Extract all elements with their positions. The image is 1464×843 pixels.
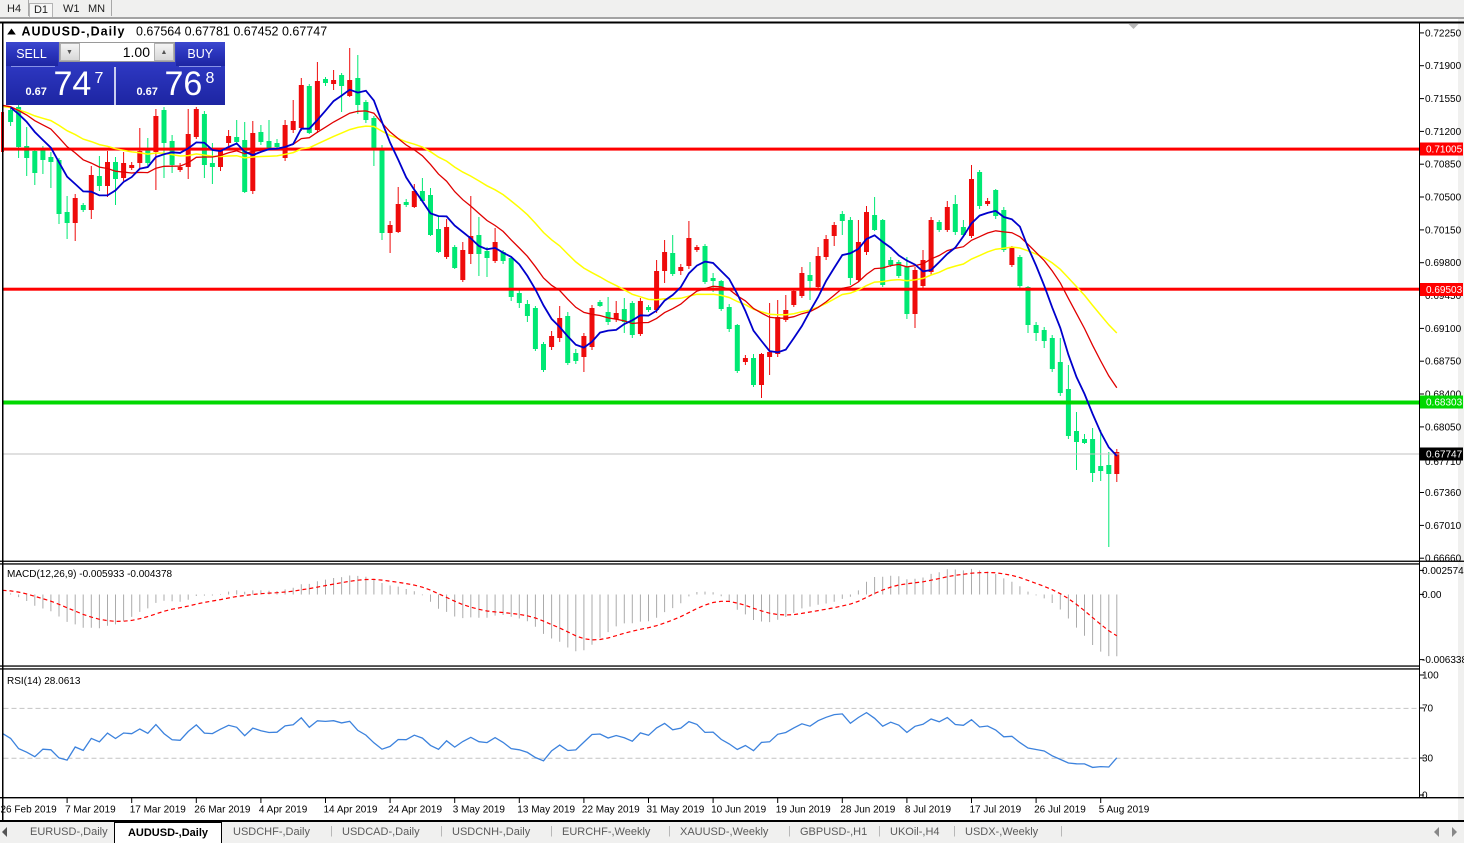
svg-text:-0.006338: -0.006338: [1422, 655, 1464, 666]
svg-text:26 Jul 2019: 26 Jul 2019: [1034, 805, 1086, 816]
svg-text:0.68303: 0.68303: [1426, 398, 1463, 409]
svg-text:0.68050: 0.68050: [1425, 422, 1462, 433]
svg-text:30: 30: [1422, 754, 1434, 765]
svg-text:3 May 2019: 3 May 2019: [453, 805, 506, 816]
svg-text:0.71550: 0.71550: [1425, 94, 1462, 105]
svg-text:0.67747: 0.67747: [1426, 450, 1463, 461]
svg-text:14 Apr 2019: 14 Apr 2019: [324, 805, 378, 816]
svg-text:17 Mar 2019: 17 Mar 2019: [130, 805, 187, 816]
svg-text:10 Jun 2019: 10 Jun 2019: [711, 805, 766, 816]
svg-text:0.66660: 0.66660: [1425, 554, 1462, 565]
svg-text:26 Feb 2019: 26 Feb 2019: [1, 805, 58, 816]
svg-text:0.71005: 0.71005: [1426, 145, 1463, 156]
svg-text:0.69100: 0.69100: [1425, 324, 1462, 335]
svg-text:7 Mar 2019: 7 Mar 2019: [65, 805, 116, 816]
svg-text:0.68750: 0.68750: [1425, 357, 1462, 368]
svg-text:0.72250: 0.72250: [1425, 28, 1462, 39]
svg-text:100: 100: [1422, 671, 1439, 682]
svg-text:RSI(14) 28.0613: RSI(14) 28.0613: [7, 676, 81, 687]
svg-text:13 May 2019: 13 May 2019: [517, 805, 575, 816]
svg-text:8 Jul 2019: 8 Jul 2019: [905, 805, 952, 816]
svg-text:22 May 2019: 22 May 2019: [582, 805, 640, 816]
svg-text:0.67010: 0.67010: [1425, 521, 1462, 532]
svg-text:26 Mar 2019: 26 Mar 2019: [194, 805, 251, 816]
svg-text:0.68400: 0.68400: [1425, 390, 1462, 401]
svg-text:0.70150: 0.70150: [1425, 225, 1462, 236]
svg-text:28 Jun 2019: 28 Jun 2019: [840, 805, 895, 816]
svg-text:0.00: 0.00: [1422, 590, 1442, 601]
svg-text:31 May 2019: 31 May 2019: [647, 805, 705, 816]
svg-text:0.69800: 0.69800: [1425, 258, 1462, 269]
svg-text:0.002574: 0.002574: [1422, 566, 1464, 577]
svg-text:70: 70: [1422, 704, 1434, 715]
svg-text:0.70500: 0.70500: [1425, 193, 1462, 204]
svg-text:0.69503: 0.69503: [1426, 285, 1463, 296]
svg-text:19 Jun 2019: 19 Jun 2019: [776, 805, 831, 816]
svg-text:0.71900: 0.71900: [1425, 61, 1462, 72]
svg-text:4 Apr 2019: 4 Apr 2019: [259, 805, 308, 816]
svg-text:0.69450: 0.69450: [1425, 291, 1462, 302]
svg-text:17 Jul 2019: 17 Jul 2019: [970, 805, 1022, 816]
svg-text:0: 0: [1422, 791, 1428, 802]
svg-text:0.70850: 0.70850: [1425, 160, 1462, 171]
svg-text:0.67564 0.67781 0.67452 0.6774: 0.67564 0.67781 0.67452 0.67747: [136, 25, 327, 39]
svg-text:5 Aug 2019: 5 Aug 2019: [1099, 805, 1150, 816]
svg-text:MACD(12,26,9) -0.005933 -0.004: MACD(12,26,9) -0.005933 -0.004378: [7, 569, 173, 580]
svg-text:0.67710: 0.67710: [1425, 457, 1462, 468]
svg-text:0.67360: 0.67360: [1425, 488, 1462, 499]
svg-text:0.71200: 0.71200: [1425, 127, 1462, 138]
svg-text:24 Apr 2019: 24 Apr 2019: [388, 805, 442, 816]
svg-text:AUDUSD-,Daily: AUDUSD-,Daily: [22, 25, 126, 39]
